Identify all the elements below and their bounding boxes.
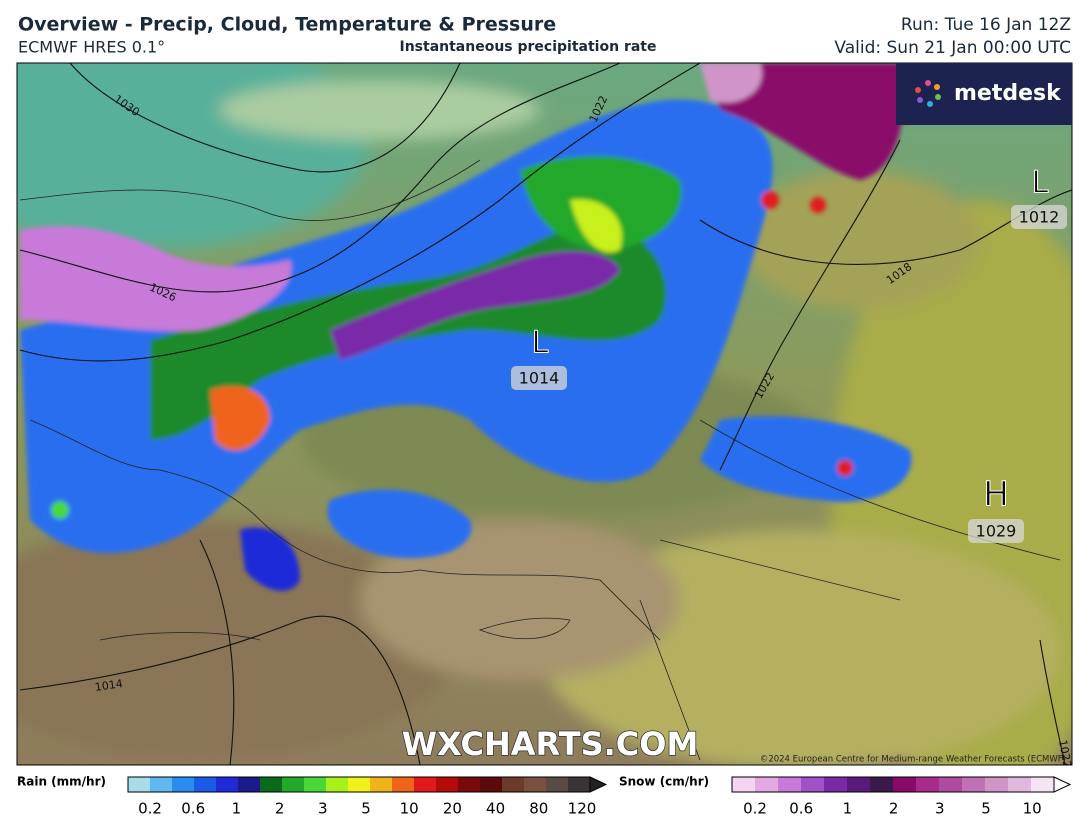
centre-value: 1029 xyxy=(976,522,1017,541)
legend-tick-label: 40 xyxy=(486,800,505,818)
legend-swatch xyxy=(458,777,480,792)
field: Instantaneous precipitation rate xyxy=(400,39,657,55)
run: Run: Tue 16 Jan 12Z xyxy=(901,15,1071,35)
pressure-centre: L 1012 xyxy=(1011,165,1067,229)
legend-swatch xyxy=(480,777,502,792)
legend-tick-label: 10 xyxy=(1023,800,1042,818)
legend-tick-label: 120 xyxy=(568,800,597,818)
legend-swatch xyxy=(260,777,282,792)
pressure-centre: L 1014 xyxy=(511,325,567,390)
legend-swatch xyxy=(568,777,590,792)
legend-swatch xyxy=(939,777,962,792)
legend-swatch xyxy=(238,777,260,792)
legend-frame xyxy=(127,776,591,793)
terrain xyxy=(17,63,1072,765)
legend-swatch xyxy=(370,777,392,792)
isobar-label: 1014 xyxy=(94,677,124,694)
legend-swatch xyxy=(392,777,414,792)
legend-swatch xyxy=(216,777,238,792)
legend-swatch xyxy=(436,777,458,792)
precipitation xyxy=(20,63,912,591)
legend-swatch xyxy=(893,777,916,792)
centre-type: H xyxy=(983,475,1009,515)
snow-legend-label: Snow (cm/hr) xyxy=(619,775,709,789)
legend-tick-label: 3 xyxy=(935,800,945,818)
legend-tick-label: 5 xyxy=(361,800,371,818)
legend-arrow xyxy=(1053,776,1072,793)
map-frame xyxy=(16,62,1073,766)
legend-swatch xyxy=(414,777,436,792)
model: ECMWF HRES 0.1° xyxy=(18,38,165,57)
legend-tick-label: 10 xyxy=(400,800,419,818)
watermark: WXCHARTS.COM xyxy=(402,725,699,763)
title: Overview - Precip, Cloud, Temperature & … xyxy=(18,14,556,36)
legend-swatch xyxy=(502,777,524,792)
legend-tick-label: 0.2 xyxy=(743,800,767,818)
legend-swatch xyxy=(870,777,893,792)
legend-tick-label: 1 xyxy=(843,800,853,818)
valid: Valid: Sun 21 Jan 00:00 UTC xyxy=(834,38,1071,58)
isobar-label: 1022 xyxy=(1056,739,1074,769)
legend-swatch xyxy=(172,777,194,792)
legend-swatch xyxy=(304,777,326,792)
isobars xyxy=(19,63,1072,765)
legend-swatch xyxy=(732,777,755,792)
legend-swatch xyxy=(1008,777,1031,792)
pressure-centre: H 1029 xyxy=(968,474,1024,543)
legend-tick-label: 2 xyxy=(275,800,285,818)
rain-legend-label: Rain (mm/hr) xyxy=(17,775,106,789)
logo: metdesk xyxy=(896,63,1072,125)
legend-tick-label: 0.6 xyxy=(789,800,813,818)
centre-value: 1012 xyxy=(1019,208,1060,227)
legend-swatch xyxy=(326,777,348,792)
legend-tick-label: 20 xyxy=(443,800,462,818)
rain-legend: 0.2 0.6 1 2 3 5 10 20 40 80 120 xyxy=(127,776,608,818)
legend-tick-label: 3 xyxy=(318,800,328,818)
legend-swatch xyxy=(847,777,870,792)
legend-tick-label: 0.2 xyxy=(138,800,162,818)
legend-swatch xyxy=(962,777,985,792)
legend-tick-label: 1 xyxy=(232,800,242,818)
legend-swatch xyxy=(824,777,847,792)
copyright: ©2024 European Centre for Medium-range W… xyxy=(760,755,1066,765)
centre-type: L xyxy=(1032,166,1049,201)
legend-swatch xyxy=(801,777,824,792)
legend-swatch xyxy=(524,777,546,792)
legend-frame xyxy=(731,776,1055,793)
coastlines xyxy=(19,159,1061,761)
legend-swatch xyxy=(128,777,150,792)
legend-swatch xyxy=(755,777,778,792)
centre-value: 1014 xyxy=(519,369,560,388)
snow-legend: 0.2 0.6 1 2 3 5 10 xyxy=(731,776,1072,818)
legend-swatch xyxy=(916,777,939,792)
legend-arrow xyxy=(589,776,608,793)
legend-swatch xyxy=(546,777,568,792)
legend-swatch xyxy=(1031,777,1054,792)
legend-swatch xyxy=(194,777,216,792)
legend-swatch xyxy=(778,777,801,792)
legend-tick-label: 0.6 xyxy=(181,800,205,818)
legend-tick-label: 5 xyxy=(981,800,991,818)
logo-text: metdesk xyxy=(954,81,1062,106)
legend-tick-label: 80 xyxy=(529,800,548,818)
centre-type: L xyxy=(532,326,549,361)
legend-swatch xyxy=(282,777,304,792)
legend-swatch xyxy=(985,777,1008,792)
legend-tick-label: 2 xyxy=(889,800,899,818)
legend-swatch xyxy=(150,777,172,792)
map: 1030 1026 1022 1018 1022 1014 1022 L 101… xyxy=(17,63,1074,769)
legend-swatch xyxy=(348,777,370,792)
